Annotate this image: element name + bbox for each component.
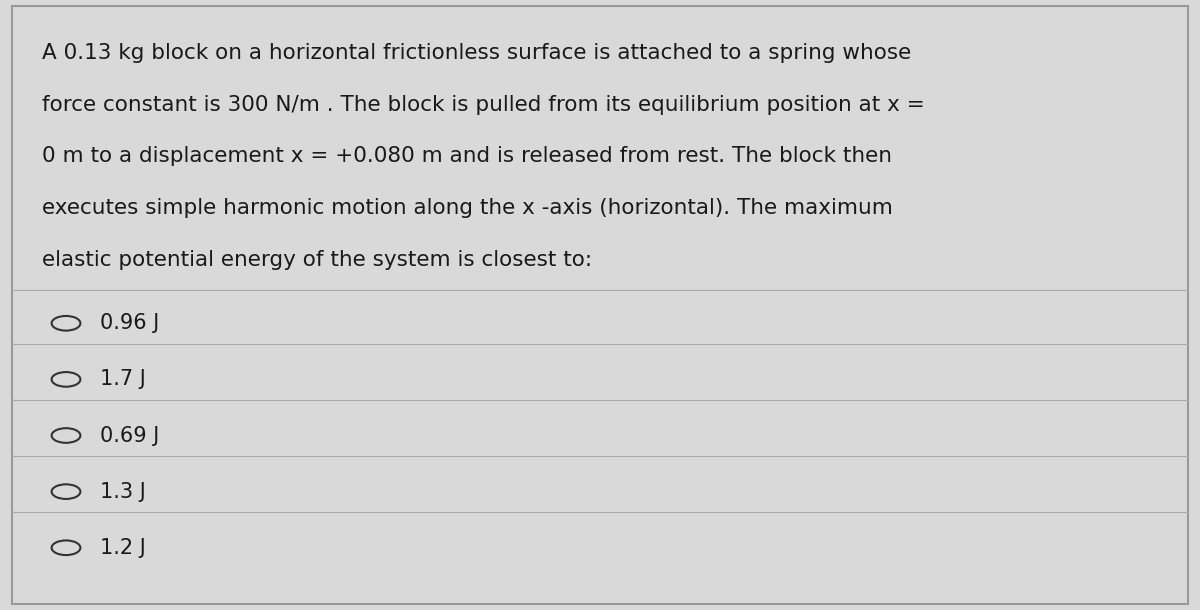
Text: elastic potential energy of the system is closest to:: elastic potential energy of the system i… [42, 250, 592, 270]
Text: force constant is 300 N/m . The block is pulled from its equilibrium position at: force constant is 300 N/m . The block is… [42, 95, 925, 115]
Text: 0.96 J: 0.96 J [100, 314, 158, 333]
Text: 1.7 J: 1.7 J [100, 370, 145, 389]
Text: executes simple harmonic motion along the x -axis (horizontal). The maximum: executes simple harmonic motion along th… [42, 198, 893, 218]
FancyBboxPatch shape [12, 6, 1188, 604]
Text: A 0.13 kg block on a horizontal frictionless surface is attached to a spring who: A 0.13 kg block on a horizontal friction… [42, 43, 911, 63]
Text: 1.2 J: 1.2 J [100, 538, 145, 558]
Text: 0.69 J: 0.69 J [100, 426, 158, 445]
Text: 1.3 J: 1.3 J [100, 482, 145, 501]
Text: 0 m to a displacement x = +0.080 m and is released from rest. The block then: 0 m to a displacement x = +0.080 m and i… [42, 146, 892, 167]
